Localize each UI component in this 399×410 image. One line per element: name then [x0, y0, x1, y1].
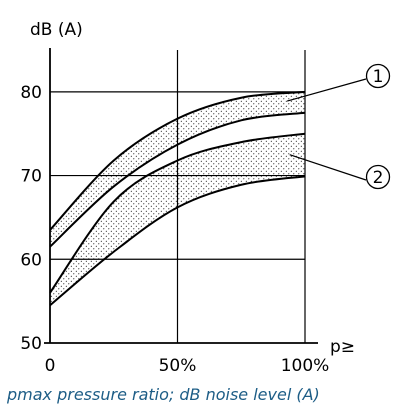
callouts: 12 [286, 63, 391, 190]
callout-number-2: 2 [373, 168, 384, 188]
x-tick-label-0: 0 [45, 356, 56, 376]
callout-number-1: 1 [373, 67, 384, 87]
y-tick-label-60: 60 [20, 250, 42, 270]
y-tick-label-70: 70 [20, 167, 42, 187]
callout-circle-1 [365, 63, 391, 89]
y-tick-label-80: 80 [20, 83, 42, 103]
callout-circle-2 [365, 164, 391, 190]
bands [49, 90, 306, 307]
ticks: 50 60 70 80 0 50% 100% [20, 83, 329, 376]
band-upper-line-2 [49, 132, 306, 294]
band-lower-line-1 [49, 111, 306, 248]
band-lower-line-2 [49, 175, 306, 307]
y-axis-label: dB (A) [30, 20, 83, 40]
x-tick-label-50: 50% [159, 356, 197, 376]
chart-caption: pmax pressure ratio; dB noise level (A) [7, 385, 320, 404]
x-axis-label-group: p≥ [330, 337, 355, 357]
band-fill-2 [50, 133, 305, 306]
band-fill-1 [50, 91, 305, 247]
band-upper-line-1 [49, 90, 306, 231]
callout-leader-2 [289, 154, 367, 181]
x-tick-label-100: 100% [281, 356, 330, 376]
callout-leader-1 [286, 78, 367, 102]
x-axis-label: p≥ [330, 337, 355, 357]
y-tick-label-50: 50 [20, 334, 42, 354]
